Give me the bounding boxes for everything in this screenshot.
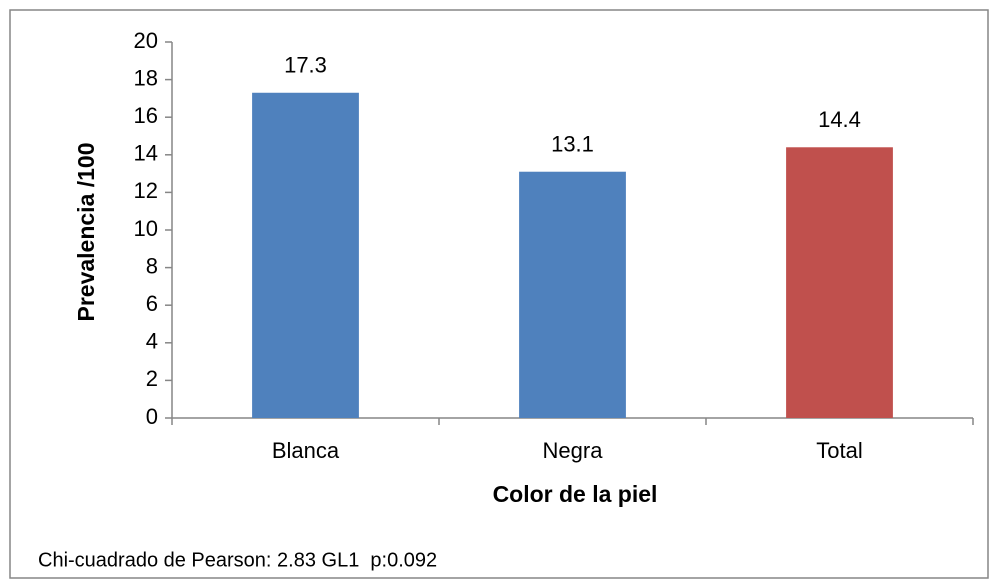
x-tick-label: Negra [543, 438, 604, 463]
y-tick-label: 8 [146, 253, 158, 278]
annotation: Chi-cuadrado de Pearson: 2.83 GL1 p:0.09… [38, 549, 437, 571]
y-tick-label: 12 [134, 178, 158, 203]
y-axis-title: Prevalencia /100 [73, 142, 99, 321]
y-tick-label: 10 [134, 216, 158, 241]
y-tick-label: 4 [146, 329, 158, 354]
data-label: 13.1 [551, 132, 594, 157]
chart-frame [9, 9, 989, 579]
y-tick-label: 14 [134, 141, 158, 166]
y-tick-label: 0 [146, 404, 158, 429]
y-tick-label: 6 [146, 291, 158, 316]
x-tick-label: Total [816, 438, 862, 463]
x-tick-label: Blanca [272, 438, 340, 463]
bar [519, 171, 626, 418]
bar [786, 147, 893, 418]
data-label: 14.4 [818, 107, 861, 132]
y-tick-label: 18 [134, 65, 158, 90]
data-label: 17.3 [284, 53, 327, 78]
y-tick-label: 20 [134, 28, 158, 53]
y-tick-label: 2 [146, 366, 158, 391]
x-axis-title: Color de la piel [493, 481, 658, 507]
bar [252, 92, 359, 418]
y-tick-label: 16 [134, 103, 158, 128]
